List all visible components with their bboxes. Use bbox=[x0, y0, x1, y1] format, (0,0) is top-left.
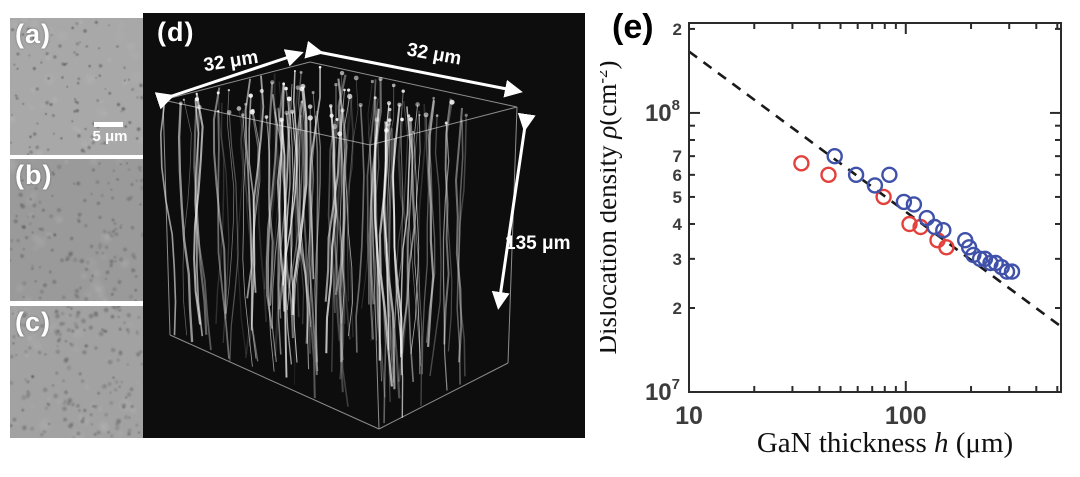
panel-e-label: (e) bbox=[612, 8, 654, 46]
panel-a-micrograph: (a) 5 μm bbox=[10, 18, 143, 155]
tick-labels: 10 100 108 107 2 76 5 4 3 2 bbox=[645, 20, 927, 430]
scale-bar-label: 5 μm bbox=[92, 128, 128, 145]
micrograph-a-image bbox=[10, 18, 143, 155]
svg-text:7: 7 bbox=[673, 147, 682, 166]
panel-a-label: (a) bbox=[15, 19, 51, 49]
svg-text:5: 5 bbox=[673, 188, 682, 207]
threading-dislocation-fibers bbox=[159, 65, 468, 424]
svg-text:3: 3 bbox=[673, 250, 682, 269]
svg-text:4: 4 bbox=[673, 215, 683, 234]
micrograph-b-image bbox=[10, 159, 143, 301]
axis-ticks bbox=[688, 23, 1061, 393]
series-blue-open-circles bbox=[826, 147, 1021, 280]
svg-text:10: 10 bbox=[675, 402, 703, 430]
trend-line bbox=[688, 50, 1061, 327]
panel-d-3d-render: (d) 32 μm 32 μm 135 μm bbox=[143, 13, 585, 438]
svg-text:6: 6 bbox=[673, 166, 682, 185]
scale-bar bbox=[94, 122, 123, 127]
axes-frame bbox=[688, 22, 1062, 393]
x-axis-label: GaN thickness h (μm) bbox=[757, 427, 1013, 459]
svg-text:108: 108 bbox=[645, 97, 680, 127]
dimension-arrows bbox=[154, 40, 536, 310]
panel-e-chart: 10 100 108 107 2 7 6 5 4 3 2 GaN thickness h (μm) Di… bbox=[600, 0, 1080, 477]
micrograph-c-image bbox=[10, 306, 143, 438]
panel-d-label: (d) bbox=[157, 17, 195, 47]
dislocation-3d-volume bbox=[143, 13, 585, 438]
panel-b-label: (b) bbox=[15, 160, 53, 190]
svg-text:100: 100 bbox=[885, 402, 927, 430]
panel-c-micrograph: (c) bbox=[10, 306, 143, 438]
height-dimension-label: 135 μm bbox=[505, 233, 571, 254]
panel-c-label: (c) bbox=[15, 307, 51, 337]
dislocation-density-plot: 10 100 108 107 2 76 5 4 3 2 GaN thickness h (μm) Di… bbox=[600, 0, 1080, 477]
svg-text:2: 2 bbox=[673, 20, 682, 39]
panel-b-micrograph: (b) bbox=[10, 159, 143, 301]
y-axis-label: Dislocation density ρ(cm-2) bbox=[600, 60, 622, 354]
svg-text:107: 107 bbox=[645, 376, 680, 406]
svg-text:2: 2 bbox=[673, 299, 682, 318]
